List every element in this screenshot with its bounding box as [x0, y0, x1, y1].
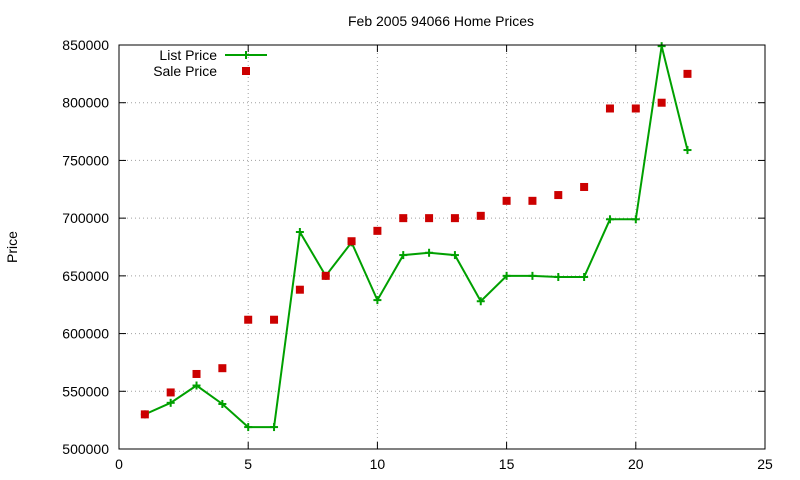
- list-price-point: [295, 227, 304, 236]
- sale-price-point: [295, 285, 304, 294]
- y-tick-label: 600000: [62, 326, 109, 342]
- list-price-point: [425, 248, 434, 257]
- sale-price-point: [450, 214, 459, 223]
- list-price-point: [373, 296, 382, 305]
- sale-price-point: [425, 214, 434, 223]
- list-price-point: [631, 215, 640, 224]
- sale-price-point: [528, 196, 537, 205]
- x-tick-label: 15: [499, 456, 515, 472]
- legend-label: List Price: [159, 47, 217, 63]
- x-tick-label: 10: [370, 456, 386, 472]
- x-tick-label: 0: [115, 456, 123, 472]
- list-price-point: [683, 146, 692, 155]
- y-tick-label: 850000: [62, 37, 109, 53]
- legend-square-swatch: [242, 67, 250, 75]
- list-price-point: [476, 297, 485, 306]
- sale-price-point: [347, 237, 356, 246]
- list-price-point: [605, 215, 614, 224]
- list-price-point: [270, 423, 279, 432]
- series-layer: [140, 42, 692, 432]
- y-tick-label: 550000: [62, 383, 109, 399]
- axis-ticks: 0 5 10 15 20 25 500000 550000 600000 650000 700000…: [62, 37, 773, 472]
- list-price-point: [580, 273, 589, 282]
- list-price-point: [192, 381, 201, 390]
- list-price-point: [166, 398, 175, 407]
- sale-price-point: [373, 226, 382, 235]
- sale-price-point: [140, 410, 149, 419]
- sale-price-point: [476, 211, 485, 220]
- sale-price-point: [192, 369, 201, 378]
- y-tick-label: 800000: [62, 95, 109, 111]
- sale-price-point: [321, 271, 330, 280]
- x-tick-label: 20: [628, 456, 644, 472]
- sale-price-point: [399, 214, 408, 223]
- list-price-point: [502, 271, 511, 280]
- list-price-point: [554, 273, 563, 282]
- y-tick-label: 700000: [62, 210, 109, 226]
- sale-price-point: [502, 196, 511, 205]
- grid: [119, 45, 765, 449]
- chart-title: Feb 2005 94066 Home Prices: [348, 13, 534, 29]
- legend-label: Sale Price: [153, 63, 217, 79]
- list-price-point: [528, 271, 537, 280]
- sale-price-point: [244, 315, 253, 324]
- y-tick-label: 650000: [62, 268, 109, 284]
- sale-price-point: [605, 104, 614, 113]
- sale-price-point: [218, 364, 227, 373]
- sale-price-point: [580, 182, 589, 191]
- y-tick-label: 750000: [62, 152, 109, 168]
- sale-price-point: [270, 315, 279, 324]
- sale-price-point: [683, 69, 692, 78]
- y-axis-label: Price: [4, 231, 20, 263]
- list-price-point: [450, 251, 459, 260]
- list-price-point: [399, 251, 408, 260]
- series-line-list-price: [144, 45, 689, 429]
- list-price-point: [218, 399, 227, 408]
- plot-frame: [118, 44, 766, 450]
- sale-price-point: [166, 388, 175, 397]
- list-price-point: [244, 423, 253, 432]
- x-tick-label: 25: [757, 456, 773, 472]
- legend-plus-swatch: [242, 51, 250, 59]
- sale-price-point: [631, 104, 640, 113]
- sale-price-point: [554, 191, 563, 200]
- x-tick-label: 5: [244, 456, 252, 472]
- y-tick-label: 500000: [62, 441, 109, 457]
- list-price-point: [657, 42, 666, 51]
- sale-price-point: [657, 98, 666, 107]
